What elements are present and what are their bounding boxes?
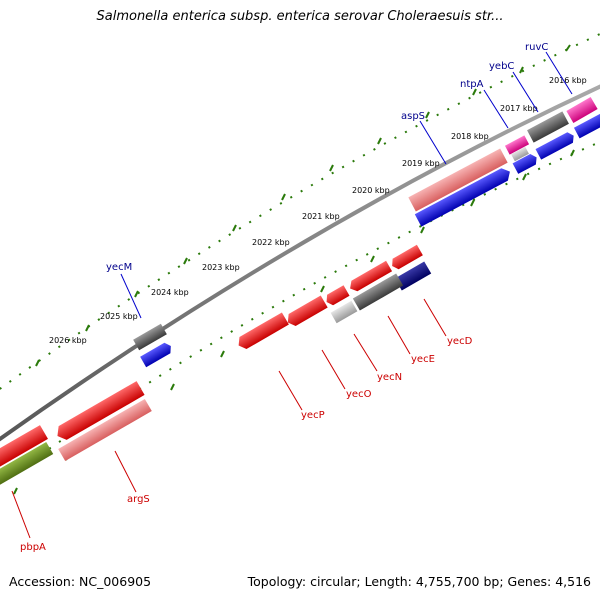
gene-label-ntpA: ntpA [460, 79, 484, 90]
gene-label-argS: argS [127, 494, 150, 505]
gene-yecO[interactable] [324, 285, 350, 307]
gene-label-yecM: yecM [106, 262, 132, 273]
forward-labels: ruvC yebC ntpA aspS yecM [106, 42, 548, 273]
gene-pbpA[interactable] [0, 441, 54, 487]
kbp-label: 2021 kbp [302, 212, 340, 221]
gene-label-pbpA: pbpA [20, 542, 46, 553]
gene-yecD[interactable] [389, 244, 423, 271]
gene-block[interactable] [330, 300, 358, 324]
kbp-label: 2019 kbp [402, 159, 440, 168]
major-ticks-outer [35, 44, 571, 367]
forward-leaders [120, 51, 573, 319]
gene-yebC[interactable] [504, 135, 530, 155]
gene-block[interactable] [512, 152, 540, 174]
reverse-genes [0, 244, 432, 487]
gene-ruvC[interactable] [566, 96, 598, 124]
accession-label: Accession: NC_006905 [9, 574, 152, 589]
gene-label-yebC: yebC [489, 61, 514, 72]
kbp-label: 2020 kbp [352, 186, 390, 195]
gene-block[interactable] [0, 425, 48, 469]
kbp-label: 2023 kbp [202, 263, 240, 272]
kbp-label: 2022 kbp [252, 238, 290, 247]
gene-yecN[interactable] [352, 273, 404, 311]
gene-block[interactable] [53, 381, 145, 443]
gene-yecE[interactable] [347, 260, 393, 294]
gene-block[interactable] [527, 111, 569, 143]
gene-block[interactable] [511, 146, 529, 162]
genome-backbone [0, 84, 600, 442]
kbp-label: 2018 kbp [451, 132, 489, 141]
reverse-leaders [11, 298, 447, 539]
gene-aspS[interactable] [408, 148, 508, 212]
gene-yecM[interactable] [133, 323, 167, 351]
gene-label-yecO: yecO [346, 389, 372, 400]
kbp-label: 2017 kbp [500, 104, 538, 113]
gene-label-yecP: yecP [301, 410, 325, 421]
gene-yecP[interactable] [284, 295, 328, 328]
gene-argS[interactable] [58, 398, 152, 462]
forward-genes [133, 96, 600, 368]
gene-label-ruvC: ruvC [525, 42, 548, 53]
gene-block[interactable] [573, 113, 600, 139]
gene-label-yecN: yecN [377, 372, 402, 383]
kbp-label: 2024 kbp [151, 288, 189, 297]
kbp-scale-labels: 2016 kbp 2017 kbp 2018 kbp 2019 kbp 2020… [49, 76, 587, 345]
kbp-label: 2025 kbp [100, 312, 138, 321]
gene-block[interactable] [394, 261, 432, 291]
gene-label-yecE: yecE [411, 354, 435, 365]
reverse-labels: yecD yecE yecN yecO yecP argS pbpA [20, 336, 473, 553]
genome-title: Salmonella enterica subsp. enterica sero… [96, 9, 504, 24]
kbp-label: 2026 kbp [49, 336, 87, 345]
gene-label-yecD: yecD [447, 336, 473, 347]
gene-label-aspS: aspS [401, 111, 425, 122]
gene-block[interactable] [140, 341, 174, 368]
gene-block[interactable] [235, 312, 289, 351]
gene-block[interactable] [535, 130, 577, 160]
gene-block[interactable] [414, 165, 513, 227]
scale-ring-outer [0, 33, 600, 391]
genome-summary: Topology: circular; Length: 4,755,700 bp… [247, 574, 591, 589]
kbp-label: 2016 kbp [549, 76, 587, 85]
